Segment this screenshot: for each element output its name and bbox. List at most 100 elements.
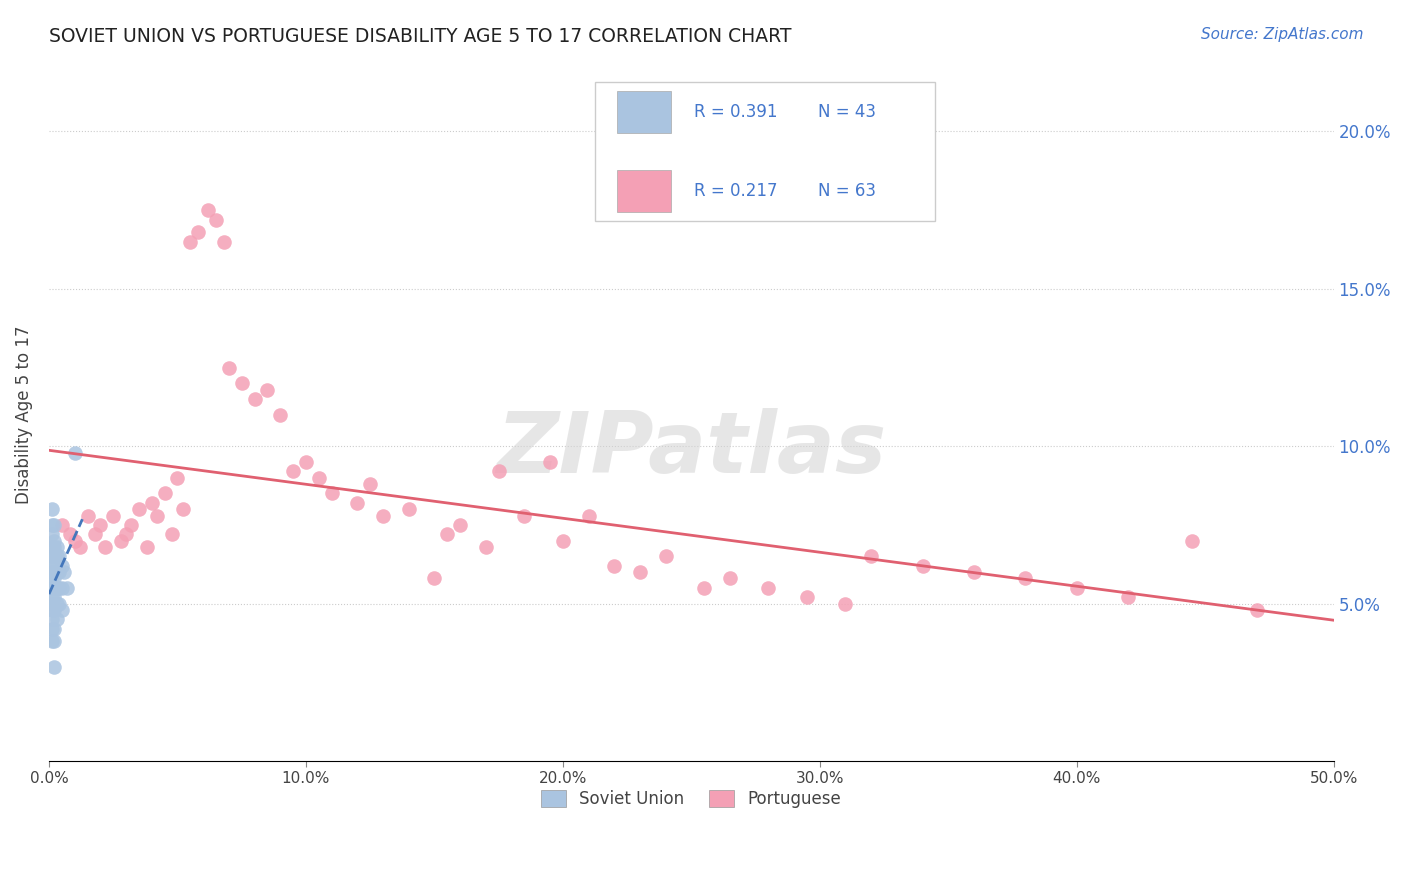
Point (359, 477, 381, 491)
Point (42, 659, 65, 673)
Point (796, 591, 818, 605)
Point (41, 558, 63, 573)
Point (128, 502, 150, 516)
Point (197, 203, 219, 218)
Point (41, 572, 63, 586)
Point (41, 612, 63, 626)
Text: R = 0.217: R = 0.217 (695, 182, 778, 200)
Point (911, 558, 934, 573)
Point (371, 508, 394, 523)
Text: SOVIET UNION VS PORTUGUESE DISABILITY AGE 5 TO 17 CORRELATION CHART: SOVIET UNION VS PORTUGUESE DISABILITY AG… (49, 27, 792, 45)
Point (41, 581, 63, 595)
Point (45, 540, 67, 554)
Point (243, 392, 266, 406)
Point (48, 549, 70, 564)
Point (56, 581, 79, 595)
Point (51, 518, 73, 533)
Point (48, 565, 70, 579)
Point (321, 486, 343, 500)
Point (63, 445, 86, 459)
Point (1181, 533, 1204, 548)
Point (45, 597, 67, 611)
Bar (617, 170, 671, 212)
Point (53, 565, 76, 579)
Point (41, 502, 63, 516)
Point (693, 581, 716, 595)
Point (1066, 581, 1088, 595)
Point (135, 540, 157, 554)
Point (45, 565, 67, 579)
Point (41, 527, 63, 541)
Point (513, 508, 536, 523)
Point (42, 558, 65, 573)
Point (436, 527, 458, 541)
Point (110, 533, 132, 548)
FancyBboxPatch shape (595, 82, 935, 221)
Point (41, 597, 63, 611)
Point (269, 408, 291, 422)
Point (41, 603, 63, 617)
Point (45, 581, 67, 595)
Point (1014, 572, 1036, 586)
Point (187, 225, 209, 239)
Point (1116, 591, 1139, 605)
Legend: Soviet Union, Portuguese: Soviet Union, Portuguese (534, 783, 848, 815)
Point (94, 540, 117, 554)
Point (45, 549, 67, 564)
Point (41, 565, 63, 579)
Point (718, 572, 741, 586)
Point (89, 518, 111, 533)
Point (42, 572, 65, 586)
Point (42, 622, 65, 636)
Text: R = 0.391: R = 0.391 (695, 103, 778, 121)
Point (42, 603, 65, 617)
Point (179, 235, 201, 249)
Point (758, 581, 780, 595)
Point (281, 465, 304, 479)
Point (603, 558, 626, 573)
Text: N = 63: N = 63 (818, 182, 876, 200)
Point (45, 612, 67, 626)
Point (58, 527, 80, 541)
Point (256, 383, 278, 397)
Text: ZIPatlas: ZIPatlas (496, 408, 886, 491)
Point (654, 549, 676, 564)
Point (41, 622, 63, 636)
Point (538, 455, 561, 469)
Point (172, 502, 194, 516)
Point (41, 549, 63, 564)
Point (231, 376, 253, 391)
Point (48, 597, 70, 611)
Point (474, 540, 496, 554)
Point (423, 572, 446, 586)
Point (41, 540, 63, 554)
Point (449, 518, 471, 533)
Bar (617, 91, 671, 133)
Point (42, 533, 65, 548)
Point (162, 527, 184, 541)
Point (308, 471, 330, 485)
Point (51, 558, 73, 573)
Point (488, 465, 510, 479)
Point (42, 518, 65, 533)
Point (63, 533, 86, 548)
Point (42, 549, 65, 564)
Point (166, 471, 188, 485)
Point (42, 634, 65, 648)
Point (42, 581, 65, 595)
Point (42, 540, 65, 554)
Text: N = 43: N = 43 (818, 103, 876, 121)
Point (42, 591, 65, 605)
Point (51, 603, 73, 617)
Point (48, 581, 70, 595)
Point (1246, 603, 1268, 617)
Point (115, 527, 138, 541)
Point (76, 508, 98, 523)
Y-axis label: Disability Age 5 to 17: Disability Age 5 to 17 (15, 326, 32, 504)
Point (628, 565, 651, 579)
Point (41, 518, 63, 533)
Text: Source: ZipAtlas.com: Source: ZipAtlas.com (1201, 27, 1364, 42)
Point (141, 496, 163, 510)
Point (103, 508, 125, 523)
Point (120, 518, 142, 533)
